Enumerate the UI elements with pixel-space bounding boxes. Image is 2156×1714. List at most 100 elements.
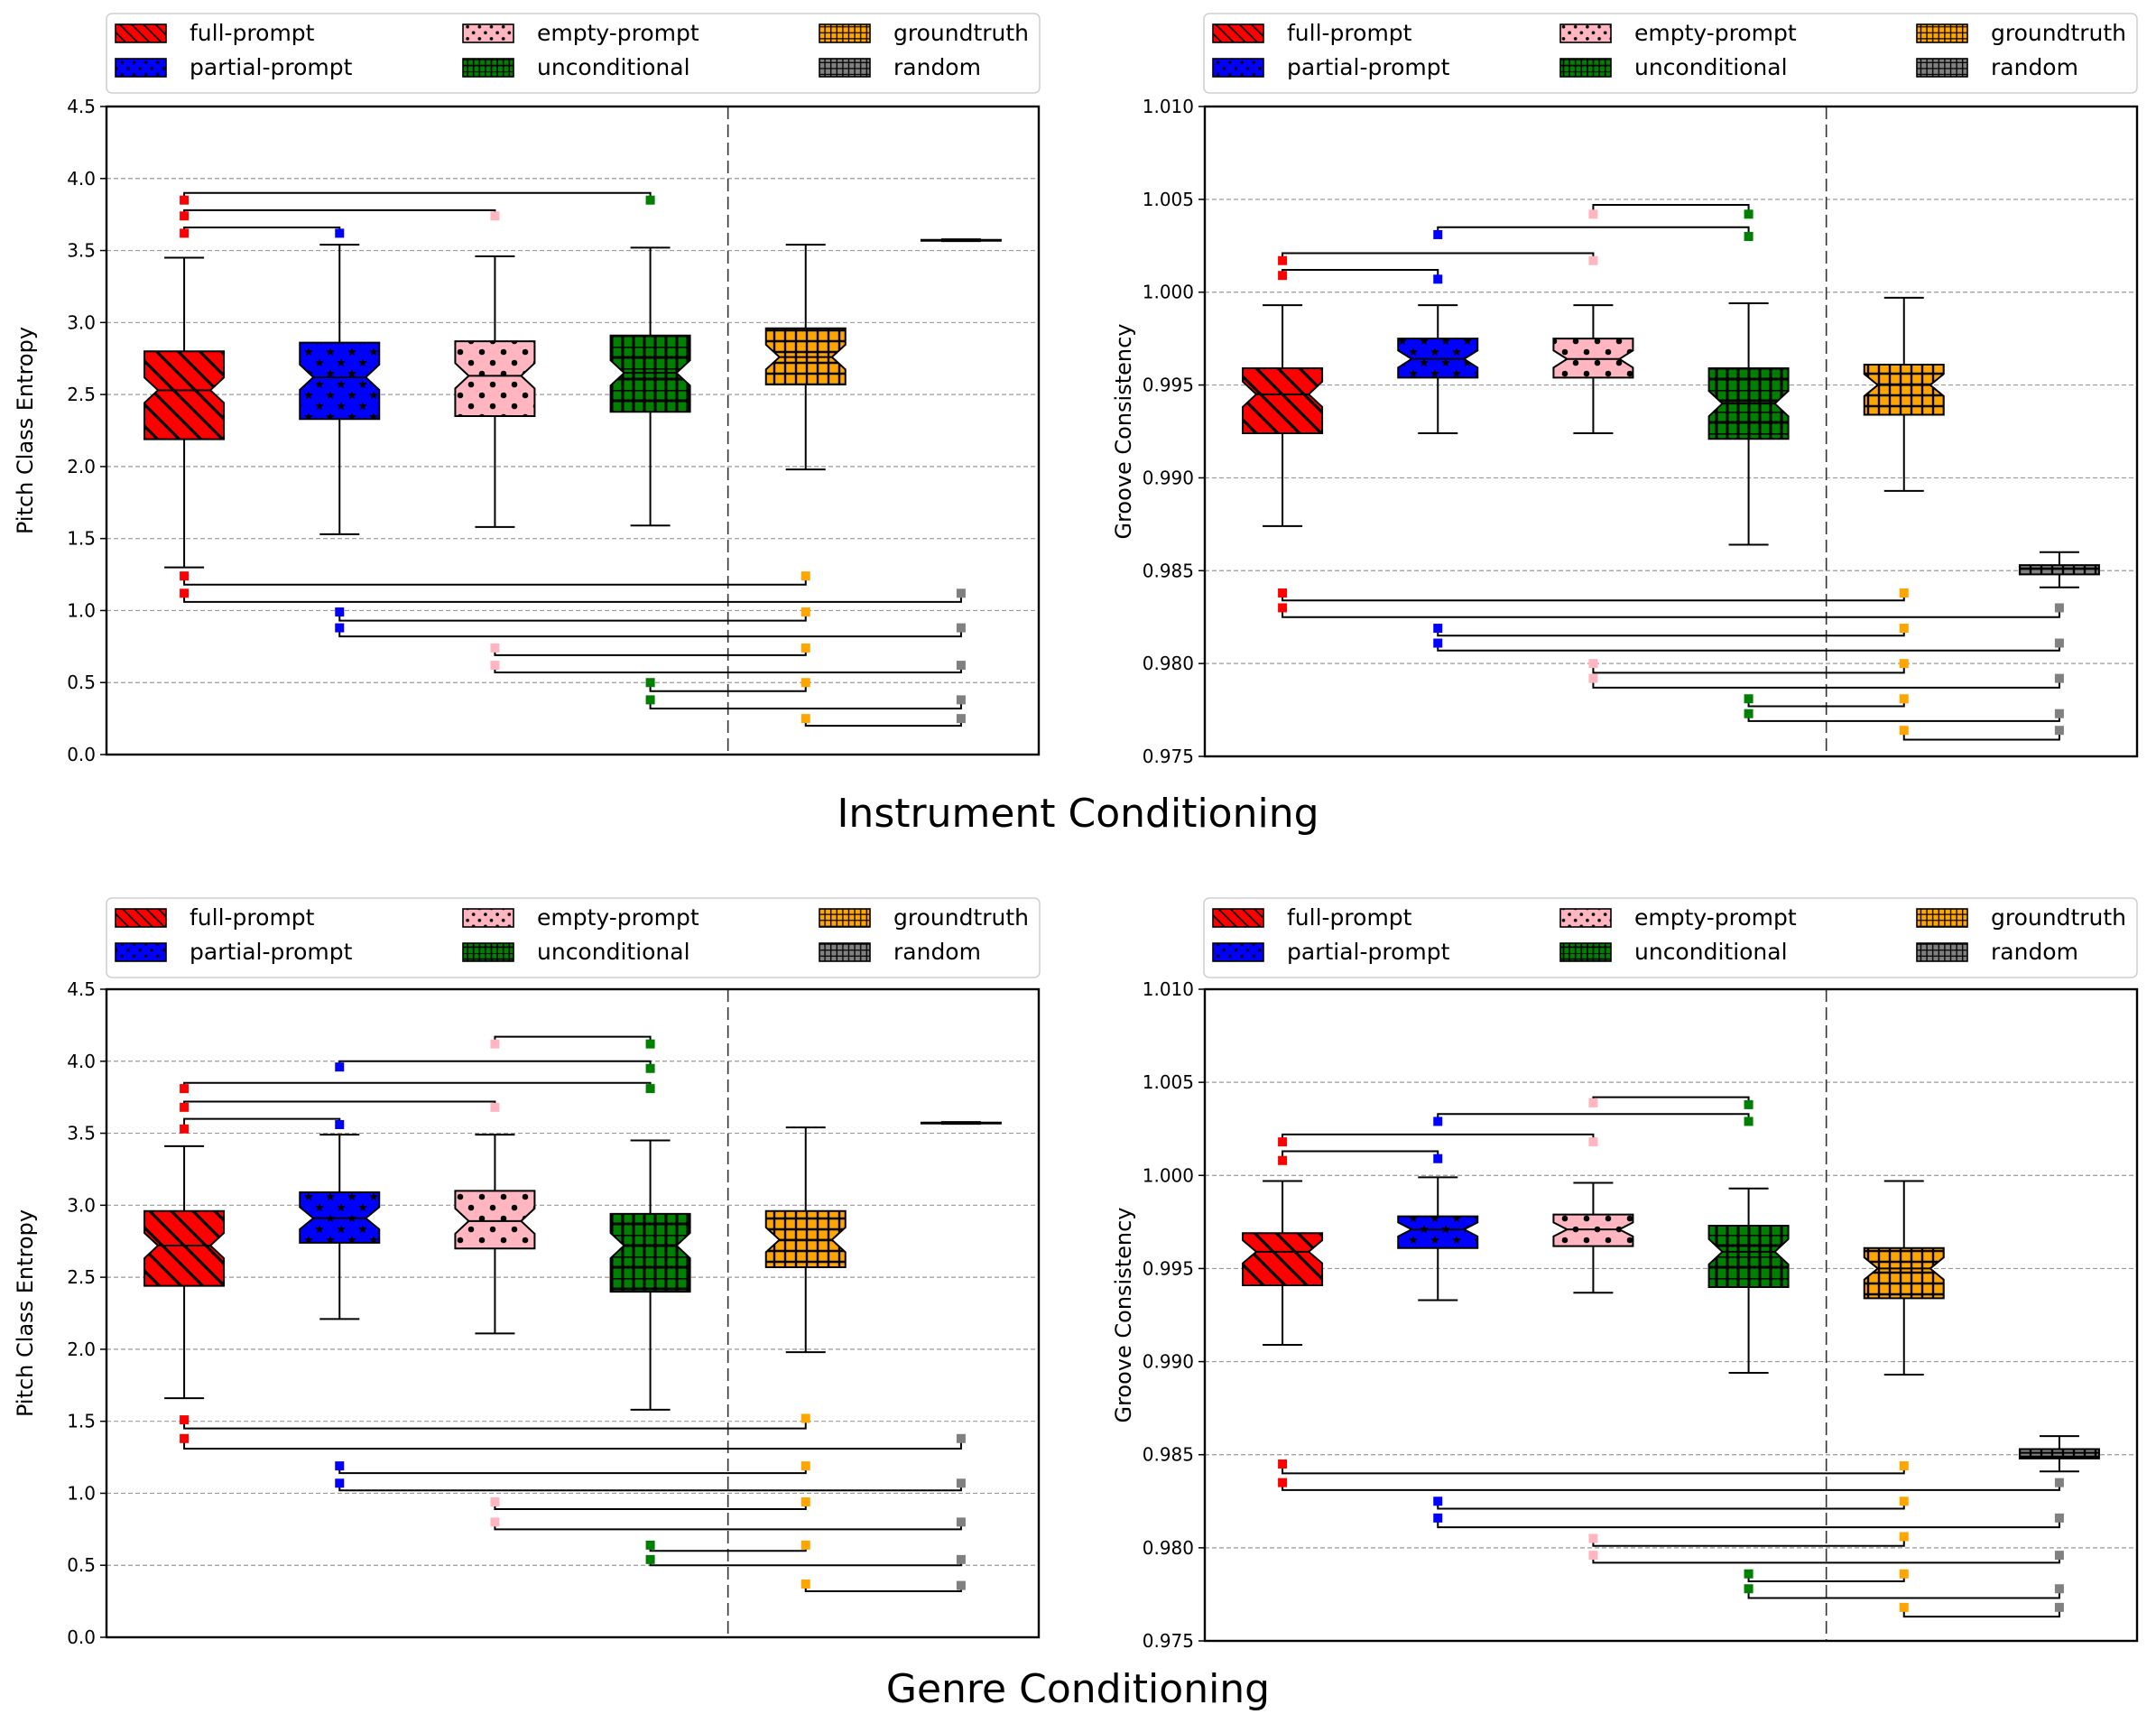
significance-marker [956, 623, 966, 633]
box-body [1552, 338, 1634, 379]
significance-marker [1588, 1533, 1598, 1543]
bracket-below [338, 629, 962, 638]
section-title-genre: Genre Conditioning [885, 1666, 1271, 1712]
significance-marker [645, 1063, 655, 1073]
legend-swatch-groundtruth [1916, 23, 1968, 43]
significance-marker [1278, 588, 1288, 598]
significance-marker [956, 1580, 966, 1590]
significance-marker [800, 1461, 810, 1471]
significance-marker [956, 1478, 966, 1488]
bracket-above [1437, 226, 1750, 235]
significance-marker [180, 1084, 190, 1094]
box-random [920, 238, 1002, 243]
significance-marker [2054, 709, 2064, 718]
bracket-below [494, 647, 807, 656]
plot-frame [105, 987, 1041, 1639]
significance-marker [1899, 588, 1909, 598]
legend-label: groundtruth [1991, 20, 2126, 46]
significance-marker [1588, 673, 1598, 683]
significance-marker [800, 678, 810, 688]
legend: full-prompt partial-prompt empty-prompt unc… [106, 897, 1041, 978]
box-empty-prompt [1552, 1181, 1634, 1294]
bracket-below [1282, 609, 2060, 618]
significance-marker [2054, 1551, 2064, 1561]
legend-swatch-random [819, 58, 871, 78]
box-groundtruth [1863, 1180, 1945, 1376]
significance-marker [645, 1084, 655, 1094]
box-body [1242, 367, 1324, 435]
significance-marker [1744, 209, 1753, 219]
legend-swatch-random [1916, 58, 1968, 78]
box-groundtruth [764, 244, 847, 471]
legend-swatch-groundtruth [819, 23, 871, 43]
y-tick-label: 4.5 [67, 978, 96, 1000]
legend: full-prompt partial-prompt empty-prompt unc… [106, 13, 1041, 94]
box-empty-prompt [454, 1134, 536, 1335]
legend-swatch-empty-prompt [1559, 23, 1612, 43]
box-unconditional [1707, 1187, 1790, 1374]
box-body [143, 1209, 226, 1287]
significance-marker [1433, 1153, 1443, 1163]
y-tick-label: 0.995 [1143, 1257, 1194, 1279]
bracket-above [183, 1081, 652, 1090]
significance-marker [1744, 709, 1753, 718]
significance-marker [956, 1517, 966, 1527]
box-body [143, 350, 226, 440]
box-body [1552, 1213, 1634, 1247]
legend-label: full-prompt [1287, 20, 1412, 46]
significance-marker [1744, 232, 1753, 241]
significance-marker [1433, 638, 1443, 648]
y-tick-label: 0.985 [1143, 560, 1194, 581]
significance-marker [956, 1433, 966, 1443]
legend-frame [1203, 13, 2138, 94]
bracket-below [1592, 665, 1905, 674]
y-tick-label: 1.5 [67, 528, 96, 550]
legend-label: empty-prompt [537, 904, 699, 931]
box-full-prompt [1242, 304, 1324, 527]
significance-marker [490, 1102, 500, 1112]
bracket-below [183, 594, 962, 603]
bracket-below [1437, 643, 2060, 652]
legend-label: partial-prompt [190, 54, 353, 80]
legend-label: groundtruth [1991, 904, 2126, 931]
significance-marker [1588, 1551, 1598, 1561]
y-tick-label: 2.5 [67, 384, 96, 405]
chart-panel-1: 0.0 0.5 1.0 1.5 2.0 2.5 3.0 3.5 4.0 4.5 Pitch Clas… [13, 13, 1041, 765]
legend-swatch-empty-prompt [1559, 908, 1612, 928]
y-tick-label: 0.995 [1143, 375, 1194, 396]
bracket-below [1437, 628, 1905, 637]
significance-marker [956, 588, 966, 598]
significance-marker [800, 643, 810, 653]
bracket-above [1282, 1133, 1595, 1142]
box-body [1707, 1224, 1790, 1289]
bracket-below [804, 718, 962, 727]
legend-swatch-groundtruth [819, 908, 871, 928]
bracket-below [1592, 680, 2060, 689]
significance-marker [1433, 1116, 1443, 1126]
significance-marker [2054, 1584, 2064, 1594]
significance-marker [1899, 1496, 1909, 1506]
significance-marker [490, 1517, 500, 1527]
significance-marker [2054, 673, 2064, 683]
box-body [1397, 1215, 1479, 1249]
legend-label: random [1991, 54, 2078, 80]
box-unconditional [1707, 302, 1790, 546]
significance-marker [1899, 694, 1909, 704]
y-tick-label: 0.980 [1143, 653, 1194, 674]
significance-marker [1744, 1116, 1753, 1126]
significance-marker [2054, 1478, 2064, 1487]
significance-marker [645, 1540, 655, 1550]
chart-panel-4: 0.975 0.980 0.985 0.990 0.995 1.000 1.005 1.010… [1111, 897, 2139, 1652]
significance-marker [2054, 726, 2064, 736]
significance-marker [490, 211, 500, 221]
y-tick-label: 1.000 [1143, 282, 1194, 303]
legend-label: random [893, 939, 981, 965]
significance-marker [335, 1478, 345, 1488]
bracket-below [1902, 1609, 2060, 1618]
significance-marker [1899, 1569, 1909, 1579]
y-axis-label: Pitch Class Entropy [13, 1209, 38, 1417]
legend: full-prompt partial-prompt empty-prompt unc… [1203, 897, 2138, 978]
significance-marker [1433, 624, 1443, 634]
legend-label: unconditional [537, 939, 690, 965]
